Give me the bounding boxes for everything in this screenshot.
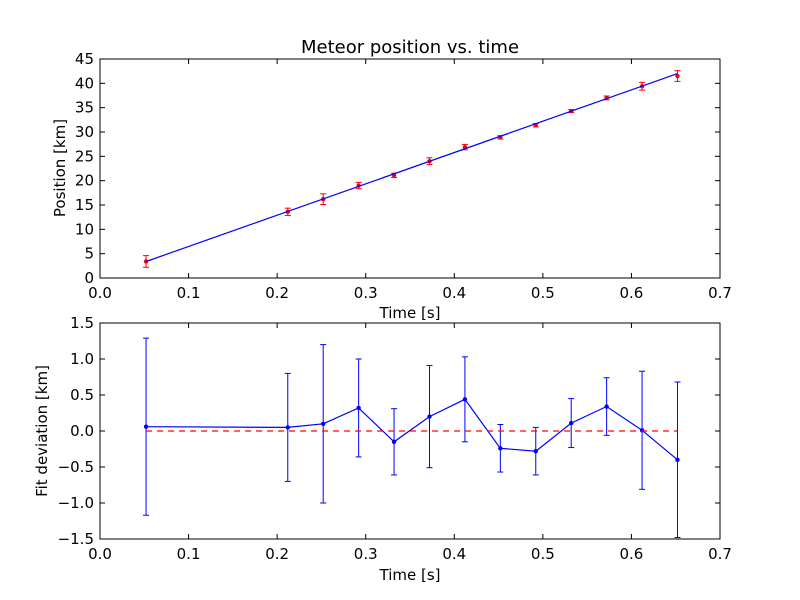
deviation-ytick-label: −0.5 <box>58 458 94 476</box>
deviation-ytick-label: 1.5 <box>70 314 94 332</box>
deviation-plot: Time [s] Fit deviation [km] 0.0 0.1 0.2 0.3… <box>33 314 732 584</box>
position-xtick-label: 0.5 <box>531 284 555 302</box>
position-ytick-label: 40 <box>75 74 94 92</box>
deviation-xtick-label: 0.6 <box>619 545 643 563</box>
deviation-error-bar <box>461 356 468 443</box>
position-plot-title: Meteor position vs. time <box>301 37 519 58</box>
position-xtick-label: 0.2 <box>265 284 289 302</box>
deviation-error-bar <box>603 377 610 436</box>
deviation-xtick-label: 0.1 <box>177 545 201 563</box>
position-xtick-label: 0.4 <box>442 284 466 302</box>
deviation-error-bar <box>674 381 681 539</box>
position-error-bar <box>355 181 362 190</box>
position-ytick-label: 10 <box>75 220 94 238</box>
deviation-error-bar <box>532 426 539 476</box>
deviation-error-bar <box>391 408 398 476</box>
deviation-error-bar <box>355 358 362 458</box>
deviation-plot-ylabel: Fit deviation [km] <box>33 365 51 497</box>
deviation-data-point <box>356 405 361 411</box>
position-axes-frame <box>99 58 721 279</box>
deviation-ytick-label: 1.0 <box>70 350 94 368</box>
deviation-data-point <box>498 446 503 451</box>
deviation-ytick-label: −1.0 <box>58 494 94 512</box>
position-xtick-label: 0.7 <box>708 284 732 302</box>
position-xtick-label: 0.6 <box>619 284 643 302</box>
deviation-error-bar <box>426 364 433 469</box>
deviation-xtick-label: 0.5 <box>531 545 555 563</box>
deviation-data-point <box>462 397 468 402</box>
position-ytick-label: 20 <box>75 172 94 190</box>
deviation-error-bar <box>320 344 327 504</box>
deviation-data-point <box>533 448 538 454</box>
position-ytick-label: 25 <box>75 147 94 165</box>
deviation-error-bar <box>497 424 504 473</box>
position-error-bar <box>143 255 150 268</box>
deviation-xtick-label: 0.3 <box>354 545 378 563</box>
deviation-xtick-label: 0.7 <box>708 545 732 563</box>
deviation-data-point <box>675 457 680 462</box>
position-ytick-label: 30 <box>75 123 94 141</box>
position-data-point <box>675 73 680 79</box>
position-plot: Meteor position vs. time Time [s] Positi… <box>51 37 732 322</box>
deviation-data-point <box>143 424 149 429</box>
deviation-error-bar <box>568 398 575 449</box>
deviation-data-point <box>569 420 574 426</box>
deviation-data-point <box>604 404 609 409</box>
deviation-error-bar <box>284 372 291 482</box>
position-xtick-label: 0.0 <box>88 284 112 302</box>
deviation-error-bar <box>143 337 150 516</box>
deviation-xtick-label: 0.0 <box>88 545 112 563</box>
deviation-data-point <box>639 428 645 433</box>
position-ytick-label: 45 <box>75 50 94 68</box>
position-xtick-label: 0.1 <box>177 284 201 302</box>
position-data-point <box>143 259 149 264</box>
deviation-data-point <box>285 425 290 430</box>
deviation-xtick-label: 0.4 <box>442 545 466 563</box>
position-plot-ylabel: Position [km] <box>51 119 69 217</box>
deviation-data-point <box>427 414 432 419</box>
deviation-ytick-label: 0.0 <box>70 422 94 440</box>
position-ytick-label: 5 <box>84 245 94 263</box>
deviation-data-point <box>321 421 326 426</box>
position-series-line-1 <box>145 73 678 263</box>
position-error-bar <box>674 70 681 82</box>
position-ytick-label: 0 <box>84 269 94 287</box>
deviation-plot-xlabel: Time [s] <box>379 566 441 584</box>
position-ytick-label: 15 <box>75 196 94 214</box>
deviation-xtick-label: 0.2 <box>265 545 289 563</box>
deviation-data-point <box>391 439 397 444</box>
position-ytick-label: 35 <box>75 99 94 117</box>
deviation-ytick-label: −1.5 <box>58 530 94 548</box>
position-xtick-label: 0.3 <box>354 284 378 302</box>
position-plot-xlabel: Time [s] <box>379 304 441 322</box>
deviation-ytick-label: 0.5 <box>70 386 94 404</box>
